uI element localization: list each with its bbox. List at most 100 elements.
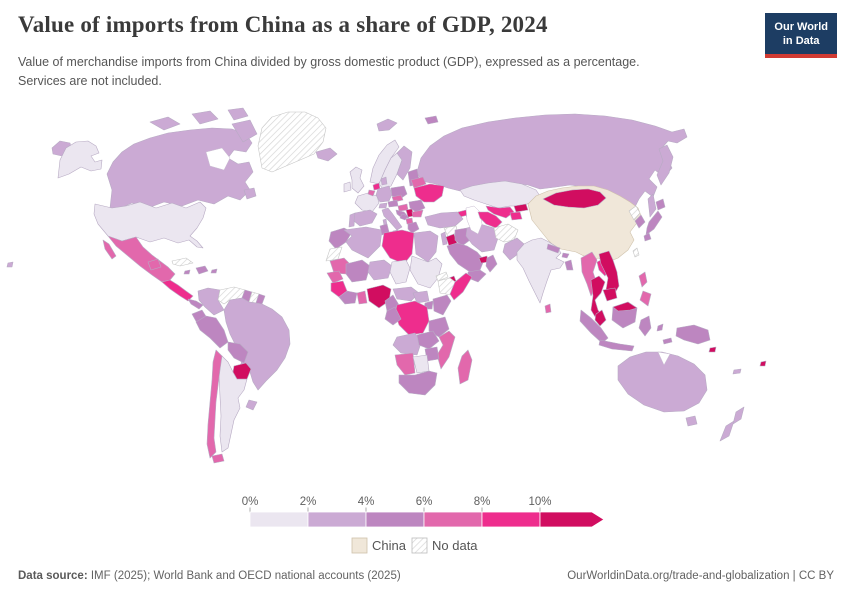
country-tajikistan[interactable] — [509, 211, 523, 221]
country-india[interactable] — [516, 237, 565, 304]
license-link[interactable]: OurWorldinData.org/trade-and-globalizati… — [567, 570, 834, 582]
country-new-zealand-south[interactable] — [719, 420, 735, 442]
country-peru[interactable] — [195, 315, 229, 349]
country-canada[interactable] — [106, 127, 254, 209]
country-ghana[interactable] — [356, 290, 368, 305]
country-gabon-congo[interactable] — [384, 306, 402, 326]
legend-swatch-bin1[interactable] — [249, 511, 309, 528]
country-franz-josef-land[interactable] — [424, 115, 439, 125]
country-kyrgyzstan[interactable] — [513, 203, 529, 213]
country-france[interactable] — [354, 192, 380, 213]
country-greece[interactable] — [407, 221, 420, 234]
legend-swatch-bin4[interactable] — [423, 511, 483, 528]
country-svalbard[interactable] — [376, 118, 398, 132]
country-solomon-islands[interactable] — [708, 346, 717, 353]
country-chile[interactable] — [206, 349, 223, 459]
country-algeria[interactable] — [343, 226, 383, 259]
country-japan-hokkaido[interactable] — [655, 198, 666, 211]
country-uzbekistan[interactable] — [485, 205, 515, 219]
country-canada-arctic-b[interactable] — [191, 110, 219, 125]
country-belgium[interactable] — [367, 189, 376, 197]
country-senegal[interactable] — [326, 270, 344, 284]
country-taiwan[interactable] — [632, 247, 640, 258]
country-ireland[interactable] — [343, 181, 352, 193]
country-cambodia[interactable] — [602, 287, 618, 302]
country-united-kingdom[interactable] — [349, 166, 365, 194]
country-egypt[interactable] — [413, 230, 439, 263]
country-tierra-del-fuego[interactable] — [211, 453, 225, 464]
country-botswana[interactable] — [412, 354, 430, 374]
legend-swatch-bin6-arrow[interactable] — [539, 511, 605, 528]
country-paraguay[interactable] — [232, 362, 252, 380]
country-jamaica[interactable] — [183, 269, 191, 275]
country-papua-new-guinea[interactable] — [675, 324, 711, 345]
country-madagascar[interactable] — [457, 349, 473, 385]
country-mexico-baja[interactable] — [102, 239, 117, 260]
legend-swatch-nodata[interactable] — [411, 537, 428, 554]
country-puerto-rico[interactable] — [210, 268, 218, 274]
country-mozambique[interactable] — [436, 330, 456, 370]
country-sri-lanka[interactable] — [544, 303, 552, 314]
country-bolivia[interactable] — [227, 341, 249, 364]
country-somalia[interactable] — [449, 272, 473, 301]
country-cuba[interactable] — [171, 257, 194, 267]
country-russia-sakhalin[interactable] — [647, 193, 657, 218]
country-central-america[interactable] — [161, 279, 194, 302]
country-indonesia-java[interactable] — [598, 339, 635, 352]
country-libya[interactable] — [381, 229, 415, 265]
country-portugal[interactable] — [348, 212, 356, 228]
country-malaysia-borneo[interactable] — [612, 301, 638, 312]
country-austria[interactable] — [387, 199, 399, 208]
country-denmark[interactable] — [380, 176, 388, 186]
country-bulgaria[interactable] — [411, 209, 424, 218]
country-turkmenistan[interactable] — [477, 211, 503, 229]
country-angola[interactable] — [392, 332, 422, 356]
country-finland[interactable] — [396, 145, 413, 181]
country-australia-tasmania[interactable] — [685, 415, 698, 427]
country-usa-alaska[interactable] — [57, 140, 103, 179]
country-timor[interactable] — [662, 337, 673, 345]
country-indonesia-moluccas[interactable] — [656, 323, 664, 332]
country-eritrea[interactable] — [435, 271, 449, 282]
country-zambia[interactable] — [416, 330, 440, 350]
legend-swatch-bin5[interactable] — [481, 511, 541, 528]
country-greenland[interactable] — [257, 111, 327, 173]
country-spain[interactable] — [353, 209, 378, 227]
country-mali[interactable] — [345, 259, 371, 283]
country-japan-honshu[interactable] — [645, 210, 663, 236]
country-usa[interactable] — [93, 201, 207, 249]
country-north-korea[interactable] — [628, 205, 641, 221]
country-japan-kyushu[interactable] — [643, 232, 652, 242]
country-russia-kamchatka[interactable] — [656, 144, 674, 186]
country-philippines-luzon[interactable] — [638, 271, 648, 288]
country-ivory-coast-liberia[interactable] — [338, 290, 358, 305]
country-uruguay[interactable] — [245, 399, 258, 411]
country-turkey[interactable] — [424, 211, 464, 229]
country-bangladesh[interactable] — [564, 259, 574, 271]
country-saudi-arabia[interactable] — [446, 242, 485, 273]
country-indonesia-sulawesi[interactable] — [638, 315, 652, 337]
country-new-caledonia[interactable] — [732, 368, 742, 375]
country-iceland[interactable] — [315, 147, 338, 162]
country-usa-hawaii[interactable] — [6, 261, 14, 268]
country-chad[interactable] — [389, 259, 411, 285]
country-indonesia-sumatra[interactable] — [579, 309, 609, 344]
country-nepal[interactable] — [546, 243, 561, 254]
country-mexico[interactable] — [107, 235, 176, 283]
country-australia[interactable] — [617, 351, 708, 413]
country-fiji[interactable] — [759, 360, 767, 367]
country-philippines-south[interactable] — [639, 290, 652, 307]
country-south-korea[interactable] — [634, 214, 646, 229]
country-south-sudan[interactable] — [412, 290, 430, 304]
country-bhutan[interactable] — [561, 252, 570, 259]
country-mexico-yucatan[interactable] — [147, 258, 162, 271]
country-germany[interactable] — [375, 185, 393, 203]
country-canada-arctic-a[interactable] — [149, 116, 181, 131]
country-kenya[interactable] — [432, 294, 452, 316]
country-oman[interactable] — [485, 254, 498, 273]
country-lebanon-israel[interactable] — [440, 231, 448, 246]
country-niger[interactable] — [367, 259, 393, 281]
country-canada-baffin[interactable] — [231, 119, 258, 143]
country-bosnia[interactable] — [399, 213, 409, 221]
